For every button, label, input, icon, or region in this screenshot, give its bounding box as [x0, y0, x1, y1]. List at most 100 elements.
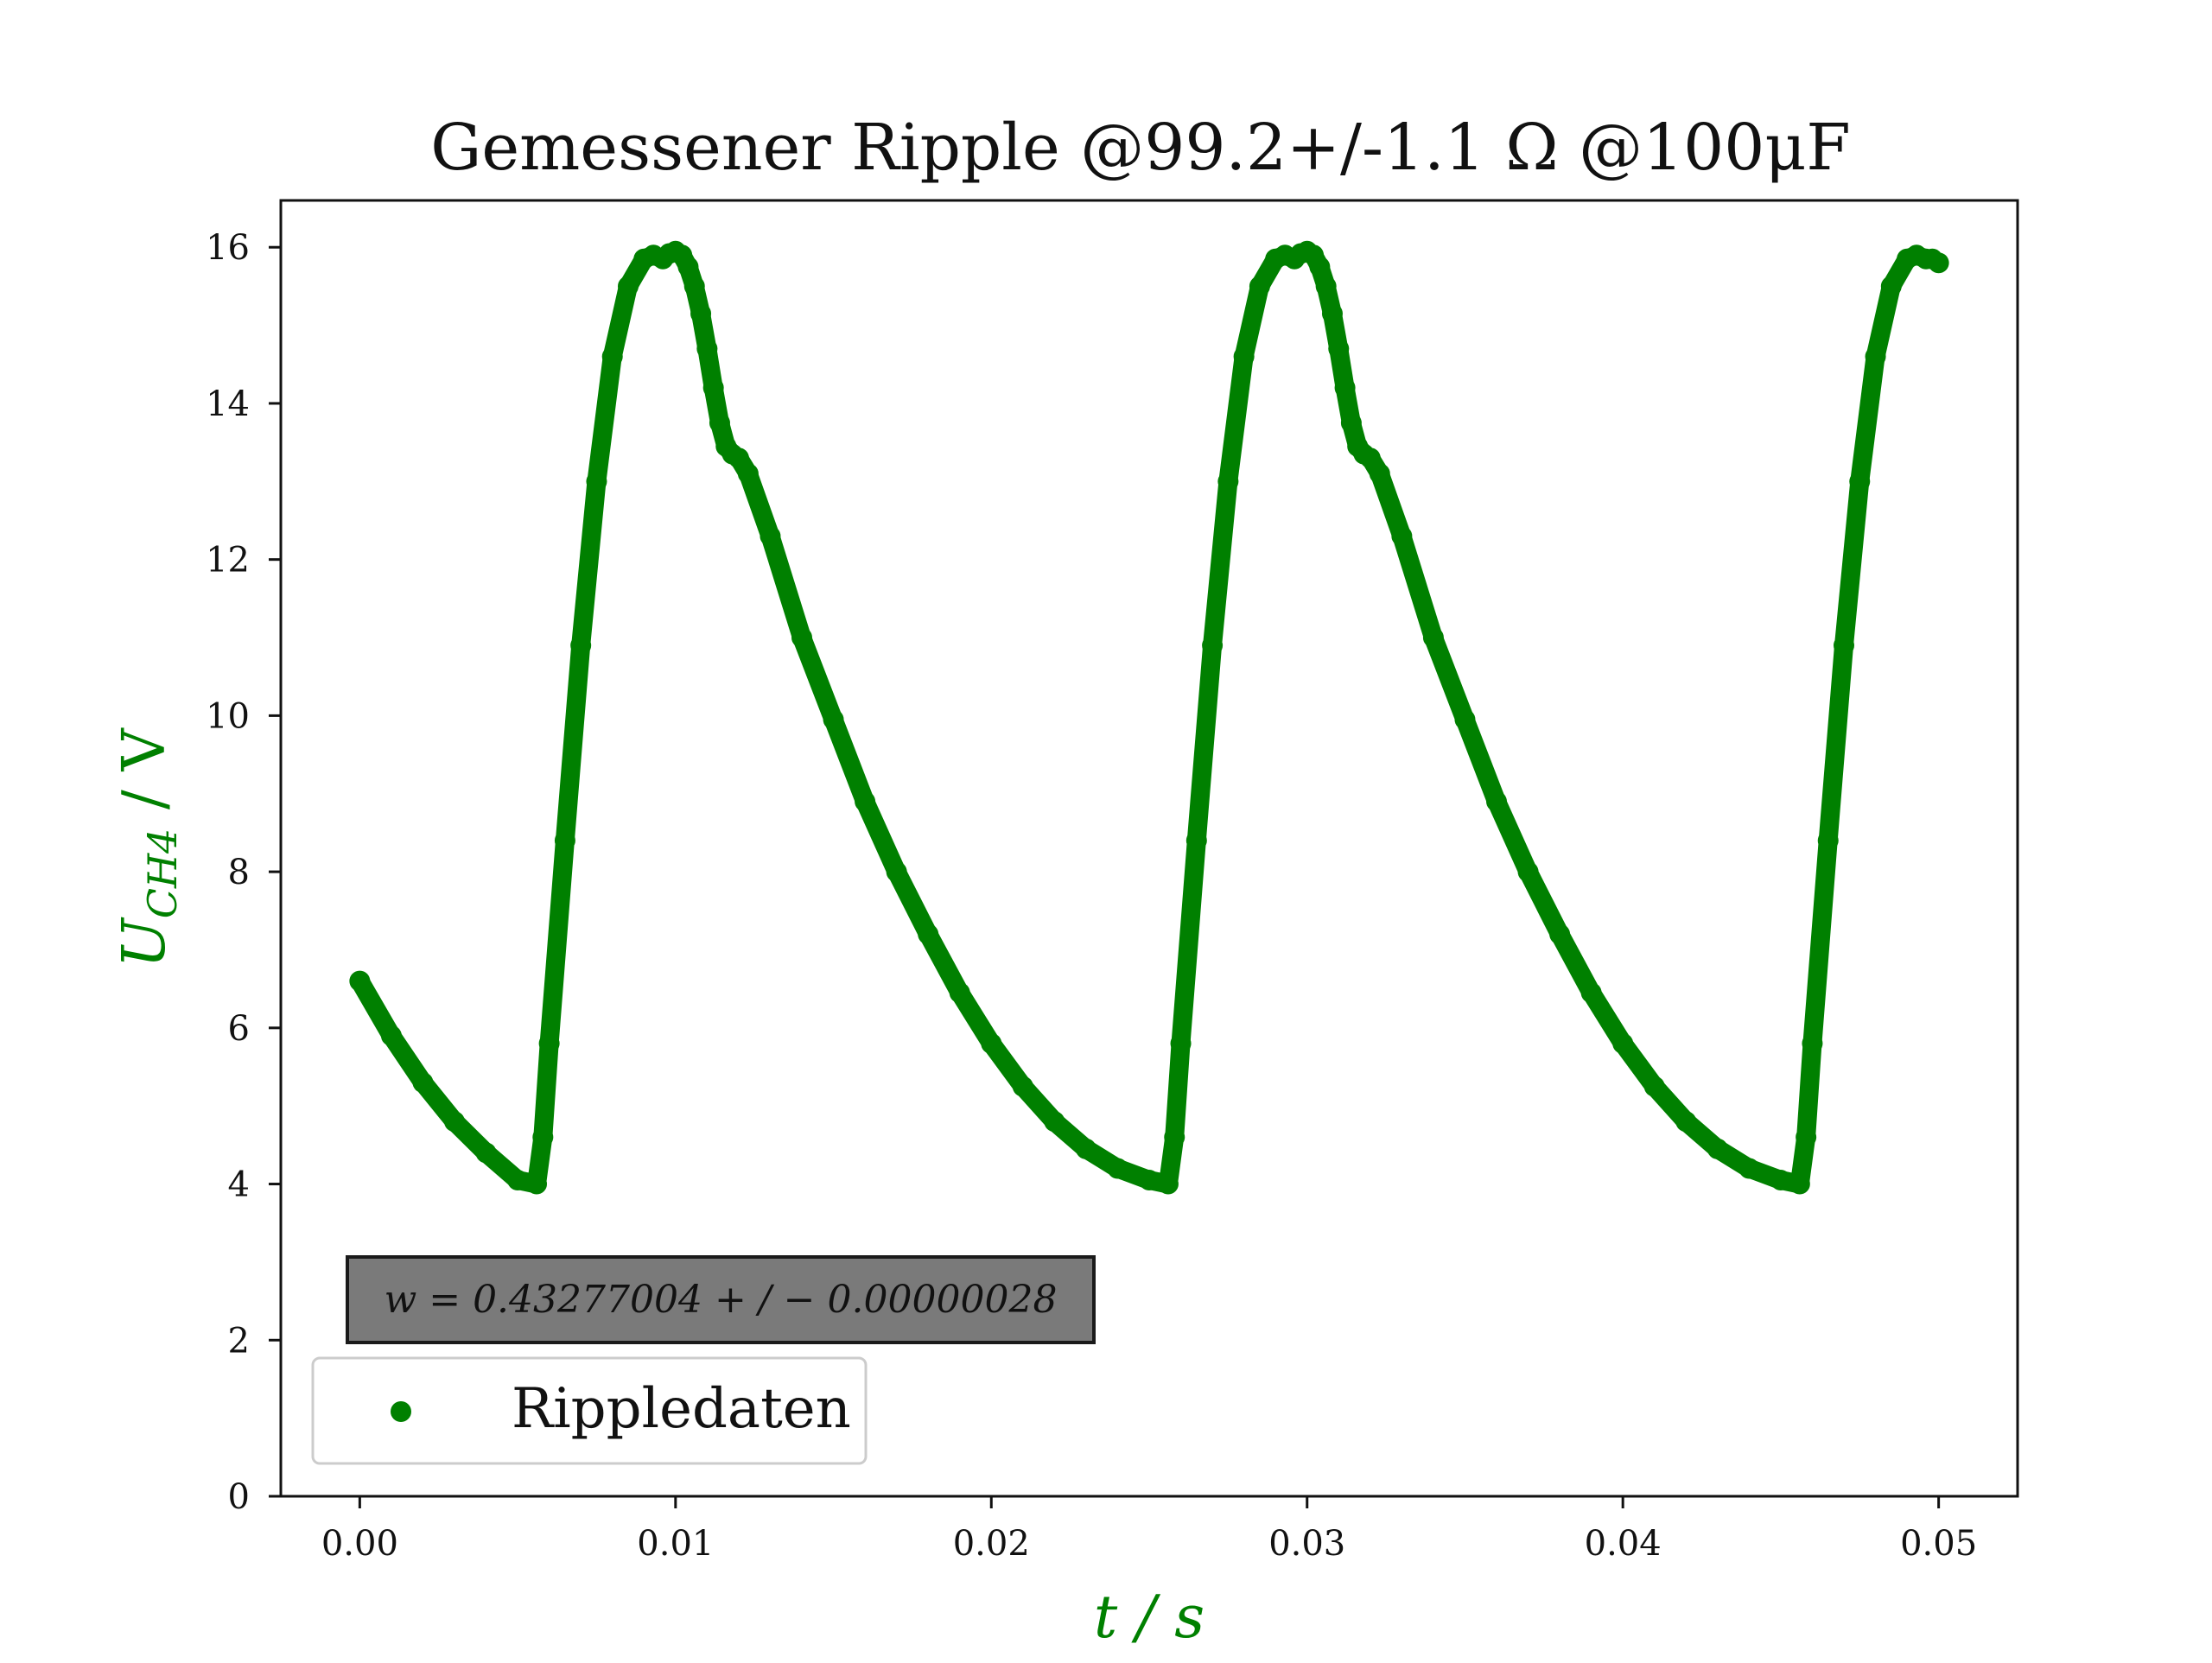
data-point [1321, 303, 1343, 325]
data-point [1834, 635, 1854, 657]
data-point [618, 276, 639, 297]
data-point [1328, 338, 1350, 359]
data-point [1233, 346, 1255, 367]
data-point [532, 1127, 554, 1148]
data-point [1707, 1138, 1728, 1159]
y-tick-label: 2 [228, 1321, 250, 1361]
data-point [1359, 447, 1381, 469]
data-point [412, 1072, 434, 1094]
data-point [1164, 1127, 1185, 1148]
series-rippledaten [349, 240, 1949, 1195]
data-point [1422, 627, 1444, 649]
data-point [690, 303, 712, 325]
data-point [1309, 256, 1331, 277]
data-point [1738, 1158, 1760, 1179]
y-axis-label: UCH4 / V [111, 727, 186, 968]
data-point [1044, 1111, 1065, 1133]
annotation-text: w = 0.43277004 + / − 0.00000028 [385, 1278, 1058, 1322]
x-axis-label: t / s [1094, 1584, 1205, 1652]
data-point [702, 377, 724, 398]
data-point [918, 924, 939, 945]
y-tick-label: 14 [206, 384, 250, 424]
data-point [949, 982, 970, 1004]
y-tick-label: 0 [228, 1477, 250, 1517]
plot-frame [279, 199, 2019, 1498]
data-point [1249, 276, 1270, 297]
x-tick-label: 0.04 [1585, 1524, 1662, 1564]
data-point [1643, 1076, 1665, 1097]
data-point [677, 256, 699, 277]
legend: Rippledaten [311, 1356, 868, 1465]
data-point [1139, 1170, 1160, 1191]
x-tick-label: 0.01 [637, 1524, 714, 1564]
data-point [696, 338, 718, 359]
data-point [1075, 1138, 1096, 1159]
data-point [380, 1025, 402, 1046]
data-point [1012, 1076, 1033, 1097]
data-point [1315, 276, 1337, 297]
data-point [538, 1032, 560, 1054]
data-point [1202, 635, 1224, 657]
data-point [1157, 1173, 1179, 1195]
data-point [1865, 346, 1886, 367]
annotation-box: w = 0.43277004 + / − 0.00000028 [346, 1255, 1096, 1344]
data-point [1185, 829, 1207, 851]
y-axis-label-sub: CH4 [139, 828, 186, 919]
x-tick-label: 0.02 [953, 1524, 1030, 1564]
data-point [1107, 1158, 1128, 1179]
data-point [1334, 377, 1356, 398]
data-point [1340, 412, 1362, 434]
data-point [760, 525, 781, 547]
data-point [728, 447, 749, 469]
data-point [1391, 525, 1413, 547]
y-axis: 0 2 4 6 8 10 12 14 16 [206, 228, 281, 1517]
y-axis-label-main: U [111, 917, 179, 968]
data-point [475, 1142, 497, 1164]
y-tick-label: 10 [206, 696, 250, 736]
y-tick-label: 8 [228, 853, 250, 892]
data-point [1612, 1032, 1634, 1054]
x-tick-label: 0.05 [1900, 1524, 1977, 1564]
data-point [1517, 861, 1539, 883]
data-point [601, 346, 623, 367]
data-point [1770, 1170, 1791, 1191]
data-point [683, 276, 705, 297]
data-point [823, 708, 844, 730]
data-point [570, 635, 592, 657]
data-point [1928, 252, 1949, 274]
annotation-background [346, 1255, 1096, 1344]
data-point [1170, 1032, 1192, 1054]
x-tick-label: 0.03 [1268, 1524, 1345, 1564]
data-layer [349, 240, 1949, 1195]
data-point [886, 861, 907, 883]
data-point [1486, 790, 1507, 812]
data-point [349, 970, 371, 992]
chart-title: Gemessener Ripple @99.2+/-1.1 Ω @100μF [430, 111, 1851, 185]
data-point [1789, 1173, 1810, 1195]
data-point [737, 463, 759, 485]
data-point [1817, 829, 1839, 851]
y-axis-label-unit: / V [111, 727, 179, 828]
y-tick-label: 6 [228, 1009, 250, 1049]
data-point [554, 829, 575, 851]
x-axis: 0.00 0.01 0.02 0.03 0.04 0.05 [321, 1496, 1977, 1564]
legend-frame [311, 1356, 868, 1465]
data-point [1217, 471, 1239, 492]
data-point [586, 471, 607, 492]
legend-marker [391, 1401, 411, 1422]
data-point [855, 790, 876, 812]
data-point [444, 1111, 465, 1133]
data-point [1675, 1111, 1697, 1133]
data-point [1849, 471, 1871, 492]
legend-label: Rippledaten [512, 1377, 851, 1441]
data-point [1454, 708, 1476, 730]
data-point [981, 1032, 1002, 1054]
x-tick-label: 0.00 [321, 1524, 398, 1564]
data-point [507, 1170, 529, 1191]
y-tick-label: 12 [206, 541, 250, 581]
data-point [1796, 1127, 1817, 1148]
data-point [1880, 276, 1902, 297]
y-tick-label: 4 [228, 1165, 250, 1205]
data-point [1549, 924, 1571, 945]
